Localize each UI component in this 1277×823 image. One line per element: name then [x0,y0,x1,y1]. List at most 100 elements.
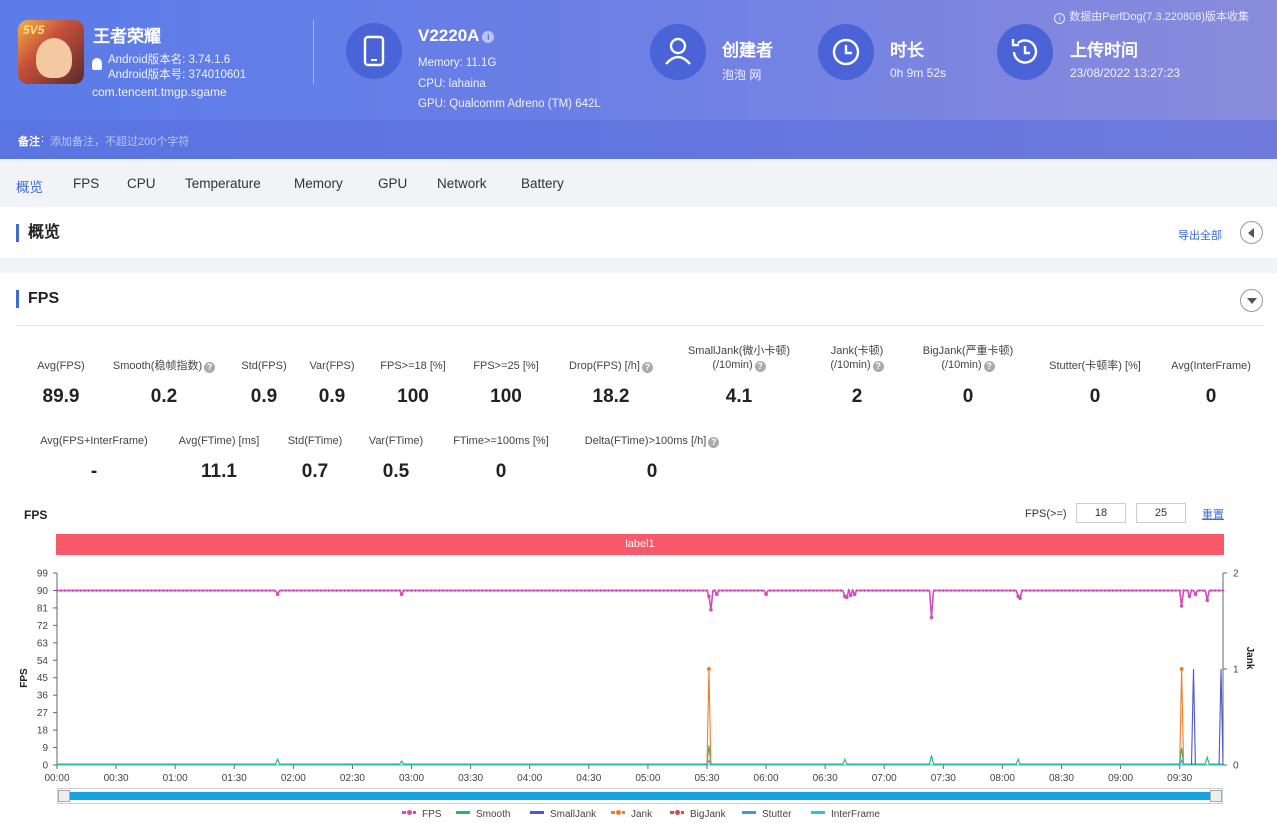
fps-point[interactable] [1135,589,1138,592]
fps-point[interactable] [366,589,370,592]
fps-point[interactable] [1213,589,1217,592]
fps-point[interactable] [1001,589,1004,592]
fps-point[interactable] [571,589,575,592]
tab-network[interactable]: Network [437,176,487,191]
series-line-jank[interactable] [57,668,1223,766]
fps-point[interactable] [118,589,122,592]
jank-point[interactable] [706,667,711,671]
fps-point[interactable] [859,589,862,592]
fps-point[interactable] [886,589,890,592]
fps-point[interactable] [1072,589,1075,592]
fps-point[interactable] [587,589,591,592]
fps-point[interactable] [299,589,303,592]
fps-point[interactable] [1127,589,1130,592]
fps-dip-point[interactable] [1018,596,1022,600]
fps-point[interactable] [938,589,941,592]
fps-point[interactable] [713,589,717,592]
fps-point[interactable] [717,589,721,592]
fps-point[interactable] [217,589,220,592]
fps-point[interactable] [1139,589,1142,592]
fps-point[interactable] [622,589,626,592]
fps-point[interactable] [973,589,977,592]
fps-point[interactable] [591,589,594,592]
fps-point[interactable] [461,589,465,592]
fps-dip-point[interactable] [1205,598,1209,602]
fps-point[interactable] [898,589,902,592]
fps-point[interactable] [615,589,618,592]
device-info-icon[interactable]: i [482,31,495,43]
collapse-overview-button[interactable] [1240,221,1263,244]
fps-point[interactable] [729,589,732,592]
legend-item-jank[interactable]: Jank [611,809,652,820]
fps-point[interactable] [209,589,212,592]
fps-point[interactable] [1158,589,1162,592]
fps-point[interactable] [1024,589,1028,592]
fps-point[interactable] [236,589,240,592]
fps-point[interactable] [890,589,894,592]
fps-point[interactable] [335,589,339,592]
fps-point[interactable] [942,589,945,592]
fps-point[interactable] [248,589,252,592]
fps-point[interactable] [768,589,772,592]
fps-point[interactable] [760,589,764,592]
fps-point[interactable] [347,589,350,592]
fps-point[interactable] [922,589,925,592]
fps-point[interactable] [1052,589,1055,592]
fps-point[interactable] [229,589,232,592]
fps-point[interactable] [567,589,571,592]
fps-point[interactable] [953,589,957,592]
fps-point[interactable] [894,589,898,592]
fps-point[interactable] [406,589,409,592]
fps-point[interactable] [386,589,390,592]
fps-point[interactable] [1107,589,1111,592]
tab-battery[interactable]: Battery [521,176,564,191]
fps-point[interactable] [666,589,669,592]
fps-point[interactable] [130,589,134,592]
slider-handle-start[interactable] [58,790,70,802]
fps-dip-point[interactable] [1179,604,1184,608]
fps-point[interactable] [1056,589,1059,592]
fps-point[interactable] [626,589,630,592]
fps-point[interactable] [256,589,260,592]
fps-dip-point[interactable] [764,592,768,597]
fps-point[interactable] [268,589,272,592]
fps-point[interactable] [871,589,874,592]
fps-point[interactable] [221,589,224,592]
fps-point[interactable] [252,589,256,592]
fps-point[interactable] [1087,589,1091,592]
fps-point[interactable] [134,589,138,592]
fps-point[interactable] [75,589,78,592]
tab-memory[interactable]: Memory [294,176,343,191]
fps-point[interactable] [1095,589,1099,592]
fps-point[interactable] [426,589,429,592]
fps-point[interactable] [59,589,63,592]
fps-point[interactable] [1076,589,1079,592]
fps-line-chart[interactable]: 0 9 18 27 36 45 54 63 72 81 90 99 0 1 2 00:00 00:30 01:00… [0,558,1277,788]
fps-point[interactable] [351,589,354,592]
remark-input[interactable]: 添加备注，不超过200个字符 [50,136,190,148]
legend-item-smooth[interactable]: Smooth [456,809,510,820]
fps-point[interactable] [1166,589,1170,592]
fps-point[interactable] [331,589,335,592]
fps-point[interactable] [1182,589,1185,592]
fps-point[interactable] [193,589,197,592]
fps-point[interactable] [1123,589,1126,592]
fps-point[interactable] [284,589,287,592]
fps-point[interactable] [414,589,417,592]
fps-point[interactable] [638,589,642,592]
fps-point[interactable] [520,589,524,592]
fps-point[interactable] [619,589,622,592]
help-icon[interactable]: ? [983,361,995,372]
fps-point[interactable] [918,589,921,592]
fps-threshold-input-2[interactable] [1136,503,1186,523]
fps-dip-point[interactable] [715,592,719,597]
fps-point[interactable] [1217,589,1221,592]
tab-temperature[interactable]: Temperature [185,176,261,191]
fps-point[interactable] [819,589,823,592]
fps-point[interactable] [772,589,776,592]
fps-point[interactable] [658,589,661,592]
fps-point[interactable] [737,589,740,592]
fps-point[interactable] [642,589,646,592]
fps-point[interactable] [1150,589,1154,592]
fps-point[interactable] [422,589,425,592]
